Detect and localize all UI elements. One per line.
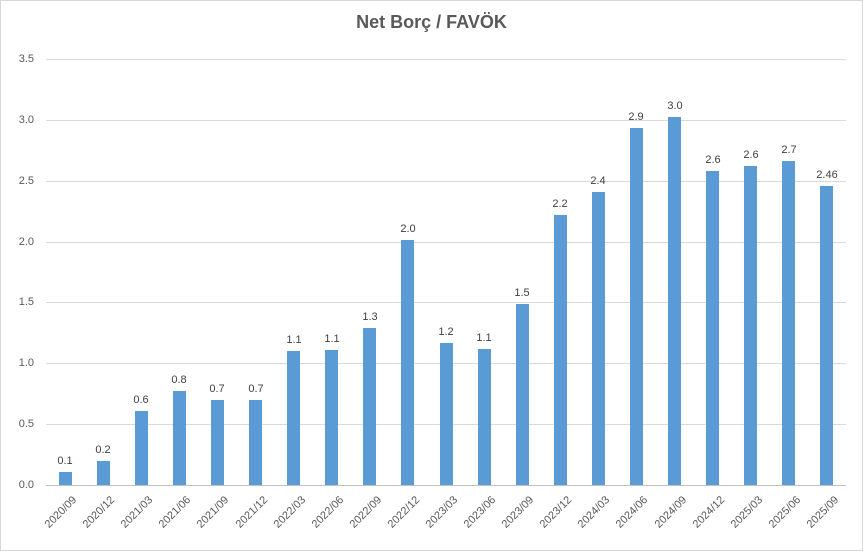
bar — [97, 461, 110, 485]
y-axis-tick-label: 0.0 — [18, 479, 34, 491]
bar — [173, 391, 186, 485]
bar — [516, 304, 529, 485]
y-axis-tick-label: 3.0 — [18, 114, 34, 126]
y-axis-tick-label: 2.5 — [18, 175, 34, 187]
bar — [440, 343, 453, 485]
bar-value-label: 3.0 — [667, 100, 683, 112]
x-axis-tick-label: 2024/03 — [575, 494, 613, 531]
bar-value-label: 2.9 — [628, 111, 644, 123]
x-axis-tick-label: 2022/03 — [271, 494, 309, 531]
bar — [363, 328, 376, 485]
bar — [135, 411, 148, 485]
bar-value-label: 0.2 — [95, 444, 111, 456]
x-axis-tick-label: 2023/09 — [499, 494, 537, 531]
x-axis-tick-label: 2020/09 — [42, 494, 80, 531]
x-axis-tick-label: 2024/12 — [690, 494, 728, 531]
gridline — [46, 59, 846, 60]
x-axis-tick-label: 2022/06 — [309, 494, 347, 531]
x-axis-tick-label: 2023/03 — [423, 494, 461, 531]
x-axis-tick-label: 2021/06 — [156, 494, 194, 531]
bar-value-label: 2.0 — [400, 223, 416, 235]
bar-value-label: 1.1 — [286, 334, 302, 346]
bar — [630, 128, 643, 485]
bar-value-label: 0.1 — [57, 455, 73, 467]
bar-value-label: 2.6 — [705, 154, 721, 166]
y-axis-tick-label: 0.5 — [18, 418, 34, 430]
y-axis-tick-label: 2.0 — [18, 236, 34, 248]
bar-value-label: 2.46 — [816, 169, 838, 181]
bar-value-label: 0.7 — [209, 383, 225, 395]
bar-value-label: 2.6 — [743, 149, 759, 161]
bar — [744, 166, 757, 485]
x-axis-tick-label: 2021/03 — [118, 494, 156, 531]
bar-value-label: 1.5 — [514, 287, 530, 299]
x-axis-tick-label: 2025/09 — [804, 494, 842, 531]
chart-title: Net Borç / FAVÖK — [356, 12, 507, 32]
x-axis-tick-label: 2024/09 — [652, 494, 690, 531]
x-axis-tick-label: 2021/12 — [233, 494, 271, 531]
x-axis-tick-label: 2023/06 — [461, 494, 499, 531]
x-axis-tick-label: 2024/06 — [613, 494, 651, 531]
x-axis-tick-label: 2022/09 — [347, 494, 385, 531]
bar — [478, 349, 491, 485]
bar-value-label: 2.7 — [781, 144, 797, 156]
bar-value-label: 0.7 — [248, 383, 264, 395]
x-axis-line — [46, 485, 846, 486]
bar — [401, 240, 414, 485]
bar-value-label: 1.2 — [438, 326, 454, 338]
x-axis-tick-label: 2025/03 — [728, 494, 766, 531]
bar-value-label: 1.1 — [476, 332, 492, 344]
bar — [820, 186, 833, 485]
bar — [592, 192, 605, 485]
x-axis-tick-label: 2025/06 — [766, 494, 804, 531]
gridline — [46, 120, 846, 121]
bar-value-label: 2.4 — [590, 175, 606, 187]
x-axis-tick-label: 2021/09 — [194, 494, 232, 531]
bar-value-label: 1.3 — [362, 311, 378, 323]
bar — [287, 351, 300, 485]
bar — [59, 472, 72, 485]
bar — [249, 400, 262, 485]
gridline — [46, 302, 846, 303]
y-axis-tick-label: 1.0 — [18, 357, 34, 369]
bar — [211, 400, 224, 485]
x-axis-tick-label: 2020/12 — [80, 494, 118, 531]
bar-value-label: 0.8 — [171, 374, 187, 386]
bar-value-label: 0.6 — [133, 394, 149, 406]
gridline — [46, 242, 846, 243]
bar — [782, 161, 795, 485]
y-axis-tick-label: 3.5 — [18, 53, 34, 65]
x-axis-tick-label: 2022/12 — [385, 494, 423, 531]
bar — [325, 350, 338, 485]
bar-value-label: 1.1 — [324, 333, 340, 345]
bar-value-label: 2.2 — [552, 198, 568, 210]
bar — [668, 117, 681, 485]
gridline — [46, 181, 846, 182]
x-axis-tick-label: 2023/12 — [537, 494, 575, 531]
y-axis-tick-label: 1.5 — [18, 296, 34, 308]
bar — [706, 171, 719, 485]
bar — [554, 215, 567, 485]
